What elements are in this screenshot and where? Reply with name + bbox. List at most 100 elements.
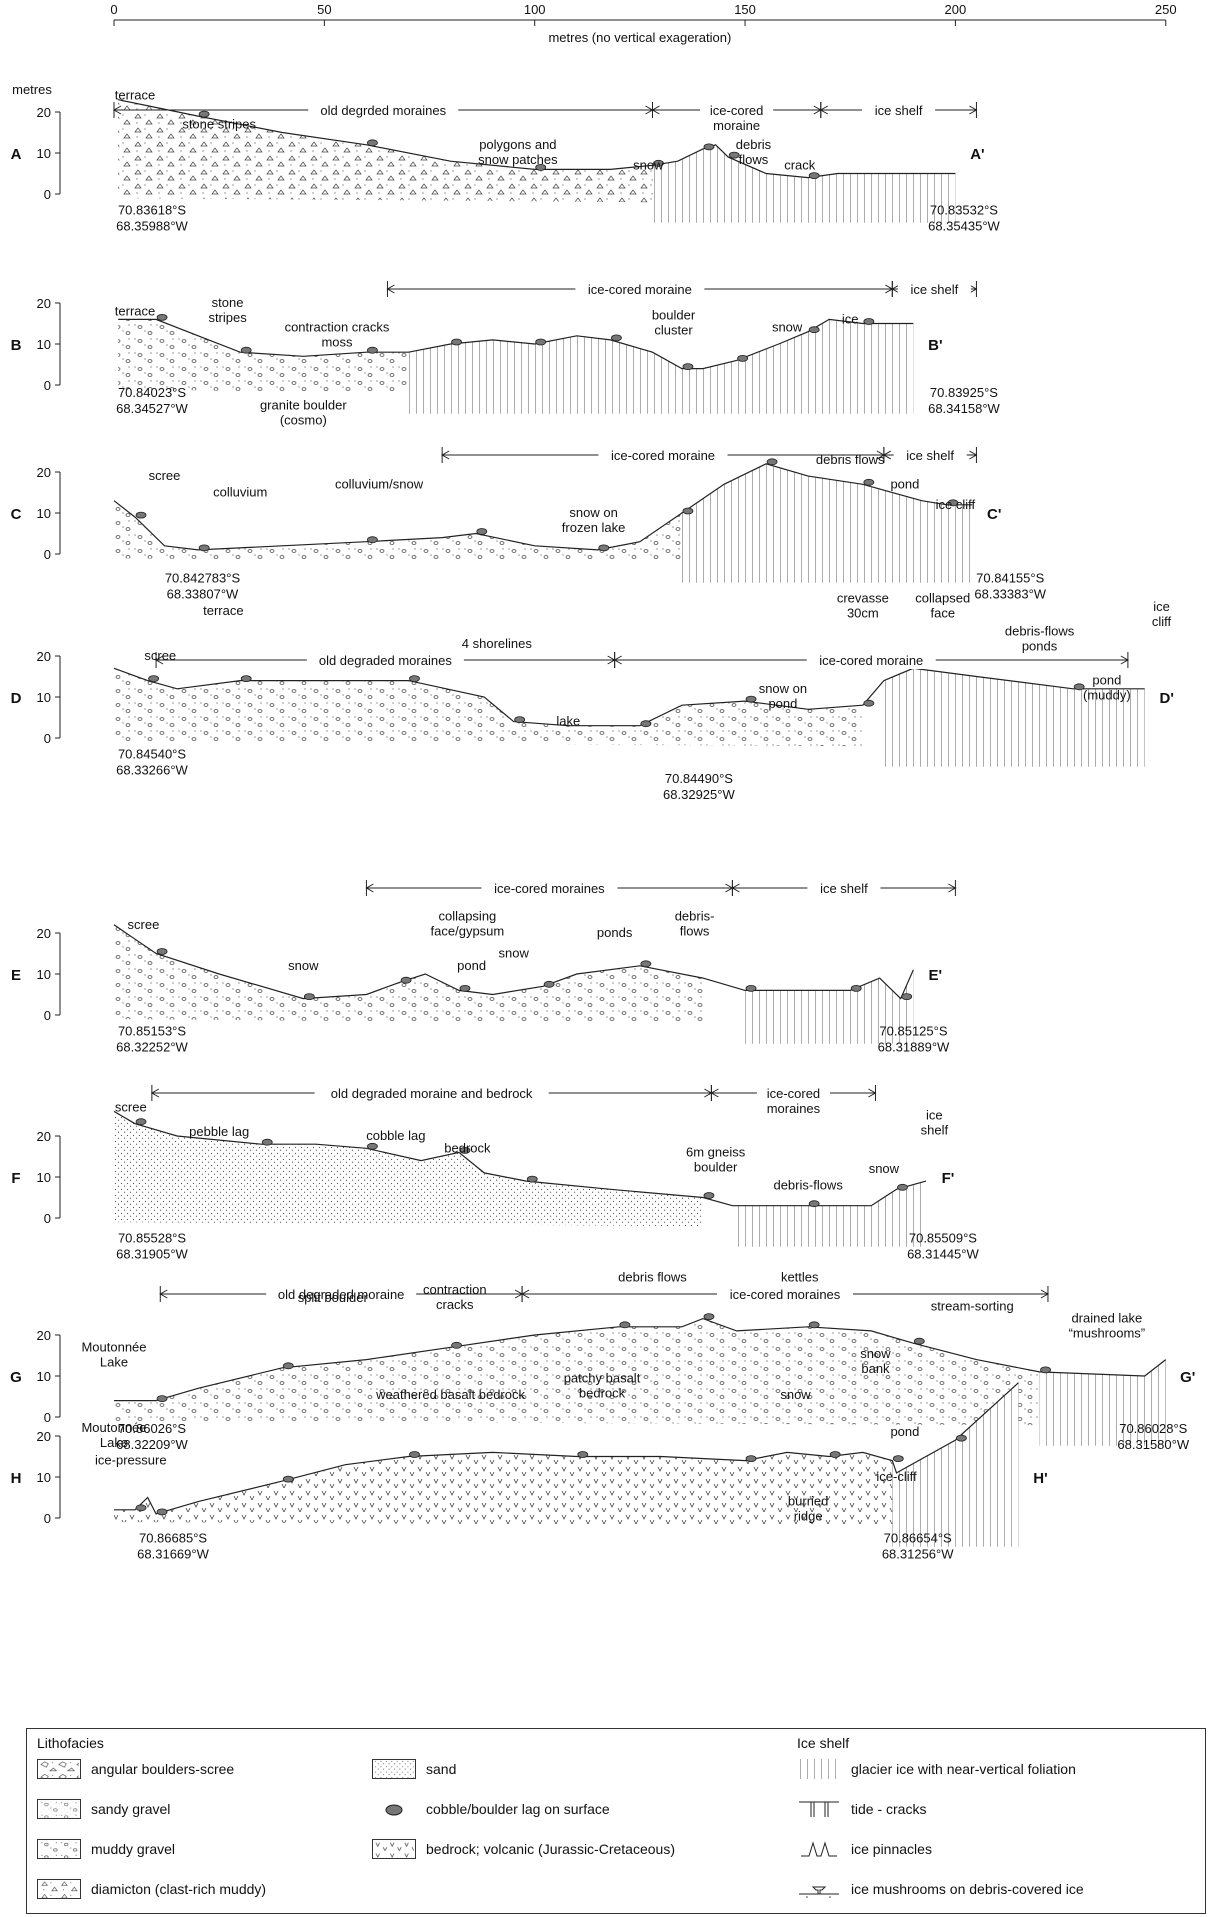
feature-label: cobble lag bbox=[366, 1128, 425, 1143]
feature-label: ice-pressure bbox=[95, 1453, 167, 1468]
boulder-lag-mark bbox=[303, 993, 315, 1000]
vertical-axis-title: metres bbox=[12, 82, 52, 97]
legend-item: diamicton (clast-rich muddy) bbox=[37, 1879, 266, 1899]
boulder-lag-mark bbox=[400, 976, 412, 984]
boulder-lag-mark bbox=[367, 139, 378, 147]
vertical-tick-label: 20 bbox=[37, 1429, 51, 1444]
feature-label: scree bbox=[115, 1099, 147, 1114]
coordinate-label: 70.85153°S 68.32252°W bbox=[116, 1023, 188, 1054]
boulder-lag-mark bbox=[808, 1200, 820, 1208]
lithofacies-body bbox=[114, 924, 703, 1024]
boulder-lag-mark bbox=[156, 313, 168, 321]
profile-end-letter: A' bbox=[970, 146, 984, 163]
span-label: old degraded moraine and bedrock bbox=[331, 1086, 533, 1101]
feature-label: terrace bbox=[115, 88, 155, 103]
feature-label: patchy basalt bedrock bbox=[564, 1371, 641, 1401]
vertical-tick-label: 10 bbox=[37, 337, 51, 352]
vertical-tick-label: 10 bbox=[37, 146, 51, 161]
boulder-lag-mark bbox=[863, 478, 875, 486]
vertical-tick-label: 0 bbox=[44, 1008, 51, 1023]
boulder-lag-mark bbox=[728, 151, 740, 159]
axis-title: metres (no vertical exageration) bbox=[548, 30, 731, 45]
feature-label: debris-flows bbox=[773, 1177, 843, 1192]
legend-item: glacier ice with near-vertical foliation bbox=[797, 1759, 1076, 1779]
feature-label: ponds bbox=[597, 925, 633, 940]
feature-label: debris flows bbox=[816, 452, 885, 467]
feature-label: kettles bbox=[781, 1270, 819, 1285]
span-label-bg bbox=[700, 101, 774, 135]
profile-start-letter: A bbox=[11, 146, 22, 163]
vertical-tick-label: 0 bbox=[44, 731, 51, 746]
vertical-tick-label: 0 bbox=[44, 547, 51, 562]
coordinate-label: 70.85125°S 68.31889°W bbox=[878, 1023, 950, 1054]
sand-swatch bbox=[372, 1759, 416, 1779]
feature-label: collapsed face bbox=[915, 591, 970, 621]
span-label-bg bbox=[756, 1084, 830, 1118]
span-label: old degraded moraine bbox=[278, 1287, 404, 1302]
profile-end-letter: G' bbox=[1180, 1369, 1195, 1386]
boulder-lag-mark bbox=[808, 326, 820, 334]
feature-label: pond bbox=[890, 476, 919, 491]
coordinate-label: 70.84540°S 68.33266°W bbox=[116, 746, 188, 777]
feature-label: granite boulder (cosmo) bbox=[260, 398, 347, 428]
feature-label: ice bbox=[842, 312, 859, 327]
span-label-bg bbox=[806, 651, 936, 669]
coordinate-label: 70.86654°S 68.31256°W bbox=[882, 1530, 954, 1561]
span-label: ice-cored moraine bbox=[588, 282, 692, 297]
span-label-bg bbox=[807, 879, 881, 897]
vertical-tick-label: 10 bbox=[37, 1470, 51, 1485]
feature-label: debris flows bbox=[618, 1270, 687, 1285]
feature-label: snow bbox=[780, 1387, 811, 1402]
span-label-bg bbox=[575, 280, 705, 298]
legend-item: muddy gravel bbox=[37, 1839, 175, 1859]
boulder-lag-mark bbox=[156, 948, 168, 955]
feature-label: snow bbox=[633, 157, 664, 172]
boulder-lag-mark bbox=[956, 1434, 967, 1442]
feature-label: pebble lag bbox=[189, 1124, 249, 1139]
span-label-bg bbox=[598, 446, 728, 464]
feature-label: burried ridge bbox=[788, 1494, 828, 1524]
boulder-lag-mark bbox=[682, 363, 694, 371]
span-label-bg bbox=[897, 280, 971, 298]
span-label: ice shelf bbox=[875, 103, 923, 118]
feature-label: split boulder bbox=[298, 1290, 369, 1305]
legend-item: ice mushrooms on debris-covered ice bbox=[797, 1879, 1084, 1899]
feature-label: bedrock bbox=[444, 1140, 491, 1155]
span-label: old degrded moraines bbox=[320, 103, 446, 118]
boulder-lag-mark bbox=[745, 985, 757, 992]
boulder-lag-mark bbox=[367, 346, 378, 354]
feature-label: pond bbox=[890, 1424, 919, 1439]
surface-line bbox=[114, 1382, 1019, 1515]
legend-item: ice pinnacles bbox=[797, 1839, 932, 1859]
coordinate-label: 70.85528°S 68.31905°W bbox=[116, 1230, 188, 1261]
profile-end-letter: D' bbox=[1160, 690, 1174, 707]
feature-label: Moutonnée Lake bbox=[81, 1420, 146, 1450]
coordinate-label: 70.85509°S 68.31445°W bbox=[907, 1230, 979, 1261]
feature-label: snow on frozen lake bbox=[562, 505, 626, 535]
profile-start-letter: G bbox=[10, 1369, 22, 1386]
coordinate-label: 70.86026°S 68.32209°W bbox=[116, 1421, 188, 1452]
span-label: ice-cored moraine bbox=[819, 653, 923, 668]
boulder-lag-mark bbox=[737, 354, 749, 362]
boulder-lag-mark bbox=[653, 159, 664, 167]
vertical-tick-label: 10 bbox=[37, 506, 51, 521]
profile-end-letter: C' bbox=[987, 506, 1001, 523]
legend-box: Lithofacies Ice shelf angular boulders-s… bbox=[26, 1728, 1206, 1914]
boulder-lag-mark bbox=[535, 338, 547, 346]
feature-label: snow bbox=[498, 946, 529, 961]
surface-line bbox=[113, 924, 914, 1000]
profile-end-letter: F' bbox=[942, 1170, 955, 1187]
boulder-lag-mark bbox=[135, 1118, 147, 1126]
muddy-gravel-swatch bbox=[37, 1839, 81, 1859]
legend-item: angular boulders-scree bbox=[37, 1759, 234, 1779]
boulder-lag-mark bbox=[897, 1183, 908, 1191]
axis-tick-label: 50 bbox=[317, 2, 331, 17]
profile-end-letter: H' bbox=[1033, 1470, 1047, 1487]
profile-end-letter: E' bbox=[929, 967, 943, 984]
span-label: ice-cored moraines bbox=[494, 881, 605, 896]
vertical-tick-label: 20 bbox=[37, 105, 51, 120]
vertical-tick-label: 20 bbox=[37, 465, 51, 480]
feature-label: collapsing face/gypsum bbox=[431, 909, 505, 939]
top-distance-axis: 0 50 100 150 200 250 metres (no vertical exage… bbox=[110, 2, 1176, 45]
